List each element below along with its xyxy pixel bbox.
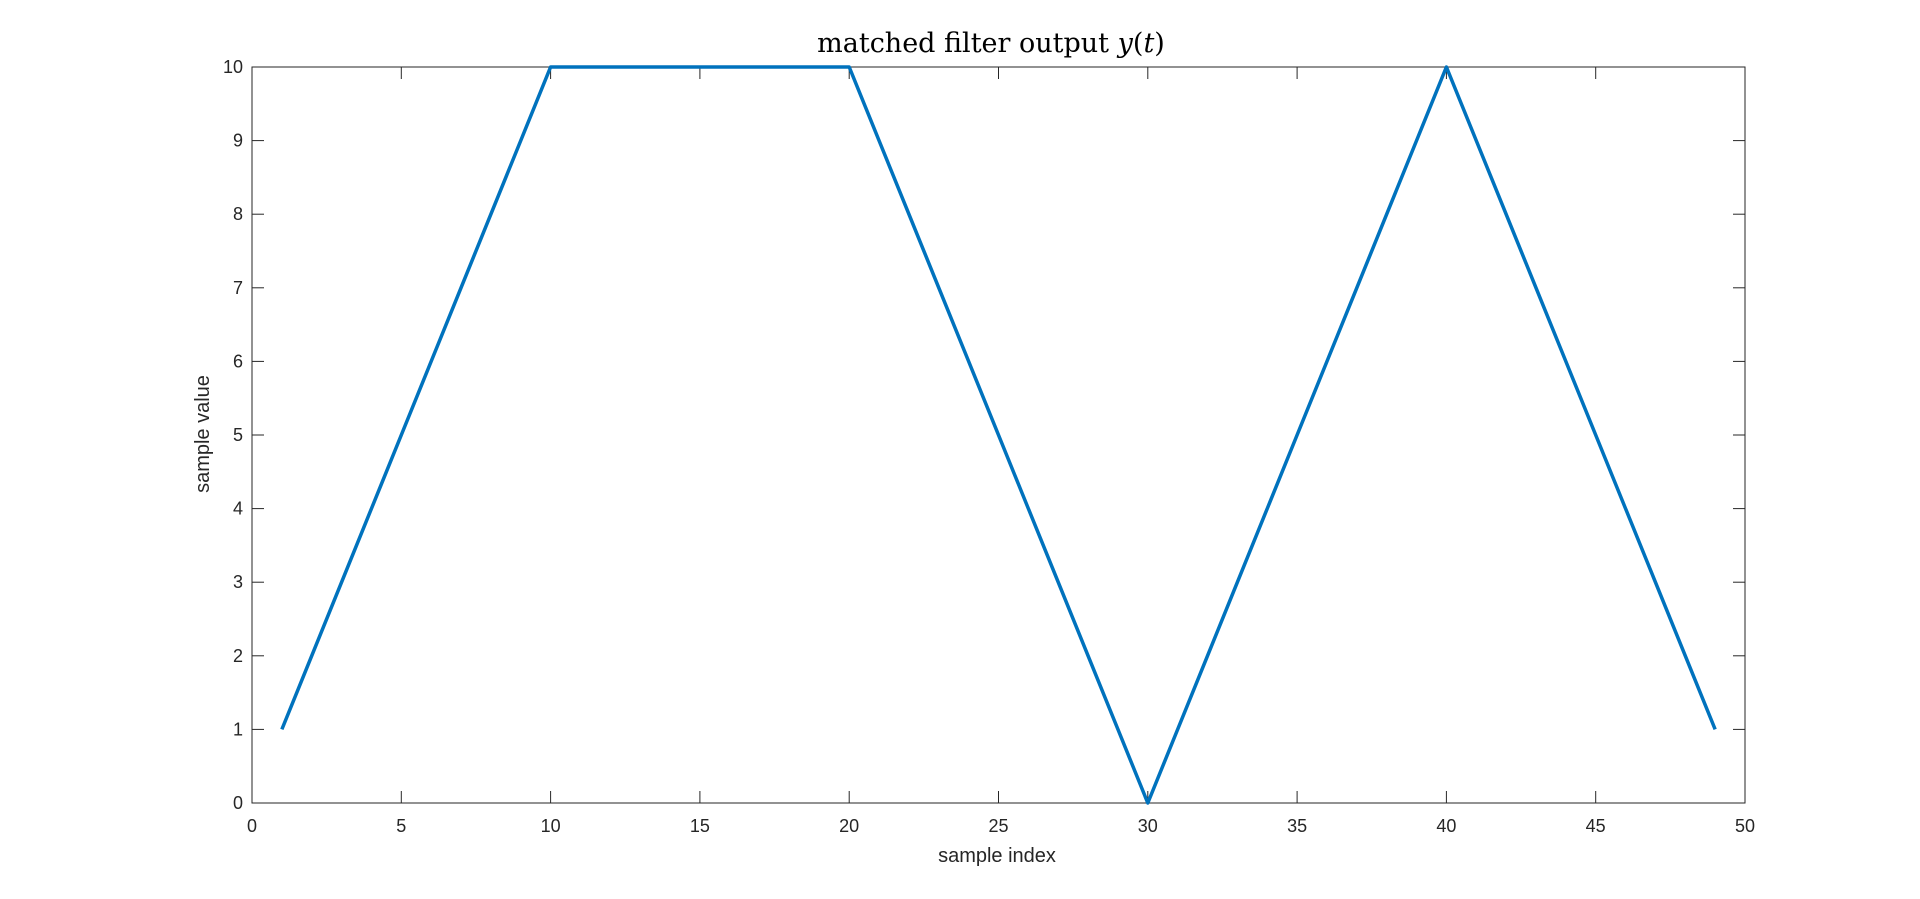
x-tick-label: 20 <box>839 816 859 836</box>
x-tick-label: 25 <box>988 816 1008 836</box>
x-axis-label: sample index <box>938 845 1056 867</box>
y-tick-label: 5 <box>233 425 243 445</box>
y-tick-label: 3 <box>233 572 243 592</box>
chart-title-math-var: y <box>1117 28 1134 59</box>
x-tick-label: 35 <box>1287 816 1307 836</box>
x-tick-label: 30 <box>1138 816 1158 836</box>
chart-title-math-close: ) <box>1154 28 1165 59</box>
y-axis-label: sample value <box>192 375 214 493</box>
y-tick-label: 2 <box>233 646 243 666</box>
chart-title-math-open: ( <box>1133 28 1144 59</box>
chart-title-text: matched filter output <box>817 28 1109 59</box>
y-tick-label: 8 <box>233 204 243 224</box>
y-tick-label: 10 <box>223 57 243 77</box>
x-tick-label: 5 <box>396 816 406 836</box>
x-tick-label: 0 <box>247 816 257 836</box>
x-tick-label: 15 <box>690 816 710 836</box>
x-tick-label: 10 <box>541 816 561 836</box>
x-tick-label: 40 <box>1436 816 1456 836</box>
series-layer <box>280 65 1717 805</box>
x-tick-label: 50 <box>1735 816 1755 836</box>
chart-title: matched filter output y(t) <box>817 28 1165 59</box>
y-tick-label: 1 <box>233 719 243 739</box>
y-tick-label: 7 <box>233 278 243 298</box>
y-tick-label: 9 <box>233 131 243 151</box>
y-tick-label: 4 <box>233 499 243 519</box>
y-tick-label: 6 <box>233 351 243 371</box>
series-line <box>280 65 1717 805</box>
axes-box <box>251 66 1746 804</box>
x-tick-label: 45 <box>1586 816 1606 836</box>
y-tick-label: 0 <box>233 793 243 813</box>
chart-title-math-arg: t <box>1143 28 1154 59</box>
